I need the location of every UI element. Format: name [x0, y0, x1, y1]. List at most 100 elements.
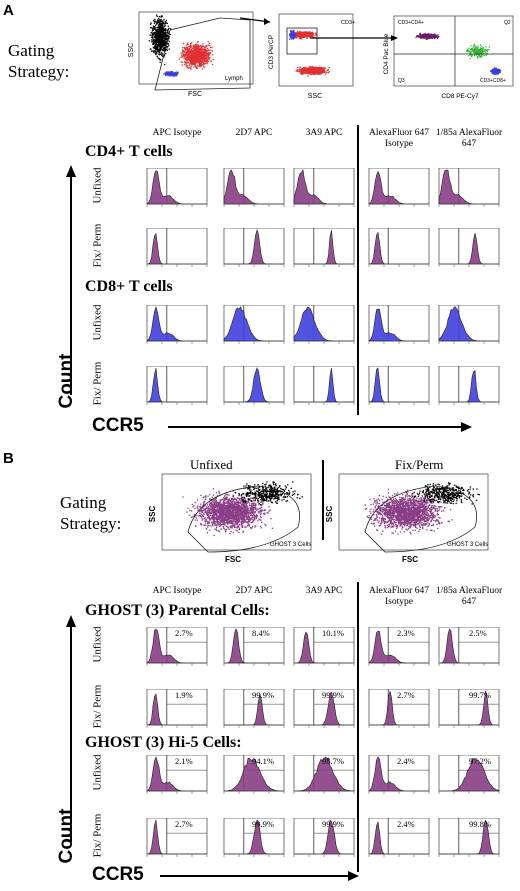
- section-cd4: CD4+ T cells: [85, 143, 173, 160]
- column-header-4: AlexaFluor 647 Isotype: [369, 586, 429, 607]
- percent-label: 2.4%: [397, 756, 415, 766]
- histogram-r3-c2: [222, 304, 288, 347]
- histogram-svg-r1-c1: [146, 167, 208, 207]
- histogram-r4-c4: [367, 365, 433, 408]
- column-header-2: 2D7 APC: [235, 586, 273, 596]
- column-header-1: APC Isotype: [152, 586, 202, 596]
- histogram-r3-c5: [437, 304, 503, 347]
- gate-label-q3: Q3: [398, 78, 405, 84]
- cd3-gate: [286, 27, 318, 55]
- histogram-r1-c5: 2.5%: [437, 626, 503, 669]
- scatter-population: [405, 482, 480, 505]
- panel-b-letter: B: [3, 450, 14, 467]
- histogram-svg-r2-c3: [293, 227, 355, 267]
- histogram-r2-c1: 1.9%: [145, 688, 211, 731]
- column-header-3: 3A9 APC: [305, 128, 343, 138]
- histogram-distribution: [368, 170, 429, 205]
- axis-label: CD4 Pac Blue: [383, 33, 390, 74]
- histogram-distribution: [368, 820, 429, 855]
- histogram-distribution: [368, 756, 429, 792]
- column-header-1: APC Isotype: [152, 128, 202, 138]
- histogram-svg-r1-c4: [368, 626, 430, 666]
- histogram-frame: [293, 754, 355, 792]
- histogram-svg-r4-c5: [438, 817, 500, 857]
- histogram-distribution: [439, 690, 499, 726]
- gating-arrows-a: [239, 17, 398, 41]
- histogram-frame: [438, 227, 500, 265]
- histogram-distribution: [146, 170, 207, 205]
- histogram-svg-r4-c5: [438, 365, 500, 405]
- histogram-r1-c4: [367, 167, 433, 210]
- percent-label: 2.1%: [175, 756, 193, 766]
- histogram-distribution: [146, 232, 207, 265]
- histogram-distribution: [369, 690, 429, 726]
- histogram-distribution: [439, 819, 499, 855]
- histogram-svg-r2-c1: [146, 227, 208, 267]
- histogram-svg-r4-c1: [146, 365, 208, 405]
- percent-label: 99.9%: [252, 690, 274, 700]
- histogram-r4-c2: 99.9%: [222, 817, 288, 860]
- histogram-frame: [368, 688, 430, 726]
- histogram-distribution: [439, 758, 500, 792]
- histogram-r3-c3: 98.7%: [292, 754, 358, 797]
- scatter-population: [289, 29, 297, 40]
- histogram-distribution: [368, 630, 429, 664]
- histogram-r2-c5: 99.7%: [437, 688, 503, 731]
- gating-plot-cd3: CD3+ CD3 PerCP SSC: [265, 12, 355, 100]
- gate-label-q2: Q2: [504, 20, 511, 26]
- histogram-distribution: [294, 756, 355, 792]
- divider-a: [357, 125, 359, 415]
- histogram-r4-c5: [437, 365, 503, 408]
- scatter-frame: [393, 15, 514, 87]
- histogram-svg-r2-c1: [146, 688, 208, 728]
- percent-label: 2.5%: [469, 628, 487, 638]
- histogram-distribution: [146, 305, 207, 342]
- histogram-svg-r1-c1: [146, 626, 208, 666]
- percent-label: 94.1%: [252, 756, 274, 766]
- scatter-population: [163, 71, 179, 77]
- histogram-r4-c1: 2.7%: [145, 817, 211, 860]
- percent-label: 97.2%: [469, 756, 491, 766]
- axis-label: SSC: [325, 506, 334, 523]
- section-cd8: CD8+ T cells: [85, 278, 173, 295]
- histogram-r1-c3: 10.1%: [292, 626, 358, 669]
- histogram-distribution: [294, 691, 354, 726]
- gating-plot-unfixed: GHOST 3 Cells SSC FSC: [148, 472, 313, 564]
- column-header-3: 3A9 APC: [305, 586, 343, 596]
- histogram-distribution: [439, 628, 499, 664]
- histogram-distribution: [294, 229, 354, 265]
- scatter-population: [178, 41, 214, 70]
- histogram-svg-r1-c2: [223, 626, 285, 666]
- lymph-gate: [154, 17, 251, 91]
- y-axis-label-b: Count: [56, 808, 77, 864]
- histogram-svg-r3-c2: [223, 304, 285, 344]
- histogram-frame: [293, 227, 355, 265]
- histogram-distribution: [223, 757, 284, 792]
- gating-plot-fixperm: GHOST 3 Cells SSC FSC: [325, 472, 490, 564]
- axis-arrows-b: [66, 615, 359, 881]
- scatter-population: [364, 488, 453, 535]
- histogram-svg-r3-c2: [223, 754, 285, 794]
- axis-label: FSC: [225, 555, 241, 564]
- histogram-distribution: [293, 169, 354, 205]
- histogram-frame: [223, 688, 285, 726]
- percent-label: 2.4%: [397, 819, 415, 829]
- histogram-r1-c1: [145, 167, 211, 210]
- histogram-r1-c2: [222, 167, 288, 210]
- histogram-svg-r3-c5: [438, 754, 500, 794]
- histogram-r1-c1: 2.7%: [145, 626, 211, 669]
- percent-label: 99.8%: [469, 819, 491, 829]
- histogram-r4-c3: 99.9%: [292, 817, 358, 860]
- histogram-r1-c5: [437, 167, 503, 210]
- percent-label: 2.3%: [397, 628, 415, 638]
- histogram-distribution: [146, 367, 207, 403]
- percent-label: 2.7%: [175, 819, 193, 829]
- percent-label: 99.9%: [322, 690, 344, 700]
- histogram-r1-c2: 8.4%: [222, 626, 288, 669]
- histogram-r1-c4: 2.3%: [367, 626, 433, 669]
- histogram-svg-r3-c1: [146, 754, 208, 794]
- scatter-population: [148, 14, 172, 66]
- histogram-r2-c3: 99.9%: [292, 688, 358, 731]
- histogram-distribution: [294, 367, 354, 403]
- panel-a-gating-label: Gating Strategy:: [8, 41, 70, 81]
